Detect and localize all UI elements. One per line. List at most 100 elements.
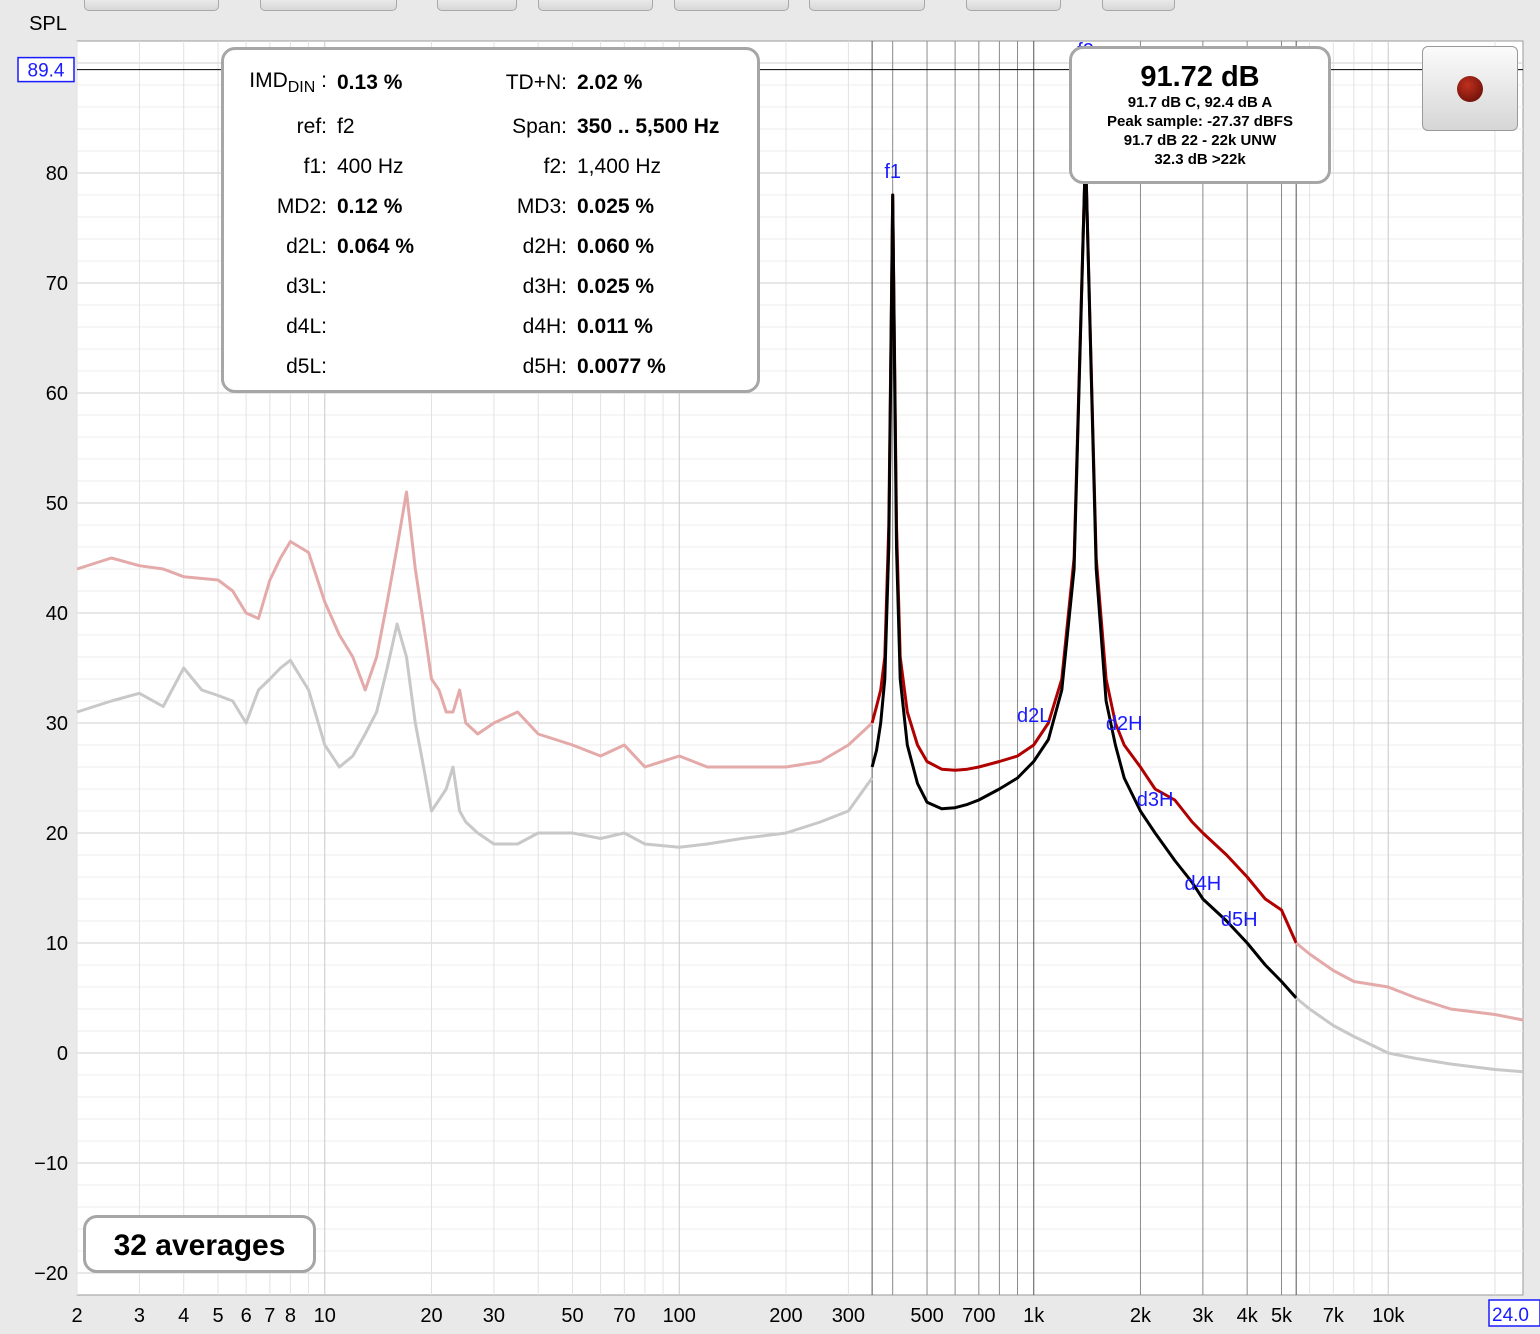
f2-label: f2: [543,155,567,178]
x-tick-label: 4 [178,1305,189,1327]
ref-label: ref: [296,115,327,138]
toolbar-button-2[interactable] [260,0,397,11]
toolbar-button-3[interactable] [437,0,517,11]
f1-value: 400 Hz [337,155,404,178]
y-marker-box[interactable]: 89.4 [17,56,75,83]
marker-label-d5h: d5H [1221,909,1258,931]
x-tick-label: 20 [420,1305,442,1327]
level-above-22k-value: 32.3 dB >22k [1154,151,1246,168]
d2l-value: 0.064 % [337,235,415,258]
y-tick-label: 70 [46,273,68,295]
y-tick-label: 20 [46,823,68,845]
d4h-value: 0.011 % [577,315,653,338]
x-tick-label: 7 [264,1305,275,1327]
x-tick-label: 100 [663,1305,696,1327]
trace-line [870,149,1298,999]
ref-value: f2 [337,115,355,138]
peak-sample-value: Peak sample: -27.37 dBFS [1107,113,1293,130]
y-tick-label: 60 [46,383,68,405]
marker-label-d2l: d2L [1017,705,1050,727]
x-tick-label: 10k [1372,1305,1405,1327]
imd-din-value: 0.13 % [337,71,403,94]
x-tick-labels: 2 3 4 5 6 7 8 10 20 30 50 70 100 200 300 500 700 1k 2k 3k 4k… [71,1305,1405,1327]
x-tick-label: 3k [1192,1305,1214,1327]
x-tick-label: 300 [832,1305,865,1327]
d4h-label: d4H: [522,315,567,338]
y-axis-label: SPL [29,13,67,35]
imd-results-panel: IMDDIN : 0.13 % TD+N: 2.02 % ref: f2 Spa… [221,47,760,393]
toolbar-button-8[interactable] [1102,0,1175,11]
y-tick-labels: −20 −10 0 10 20 30 40 50 60 70 80 [34,163,68,1285]
averages-badge: 32 averages [83,1215,316,1273]
record-icon [1457,76,1483,102]
d2l-label: d2L: [286,235,327,258]
x-end-label: 24.0 [1492,1305,1529,1326]
y-tick-label: 80 [46,163,68,185]
x-tick-label: 50 [561,1305,583,1327]
d2h-label: d2H: [522,235,567,258]
x-tick-label: 5 [213,1305,224,1327]
marker-label-d4h: d4H [1185,873,1222,895]
f2-value: 1,400 Hz [577,155,662,178]
tdn-value: 2.02 % [577,71,643,94]
toolbar-button-1[interactable] [84,0,219,11]
md2-value: 0.12 % [337,195,403,218]
imd-din-label: IMDDIN : [249,69,327,97]
x-tick-label: 1k [1023,1305,1045,1327]
level-main-value: 91.72 dB [1140,61,1260,93]
x-tick-label: 10 [314,1305,336,1327]
y-tick-label: 40 [46,603,68,625]
y-tick-label: 0 [57,1043,68,1065]
f1-label: f1: [303,155,327,178]
span-label: Span: [512,115,567,138]
x-tick-label: 30 [483,1305,505,1327]
y-tick-label: 50 [46,493,68,515]
x-tick-label: 6 [241,1305,252,1327]
averages-label: 32 averages [113,1229,286,1262]
tdn-label: TD+N: [505,71,567,94]
span-value: 350 .. 5,500 Hz [577,115,720,138]
x-tick-label: 500 [910,1305,943,1327]
level-weighted-values: 91.7 dB C, 92.4 dB A [1127,94,1273,111]
toolbar-button-4[interactable] [538,0,653,11]
toolbar-button-6[interactable] [809,0,925,11]
toolbar-button-5[interactable] [674,0,789,11]
traces [76,149,1524,1074]
marker-label-d2h: d2H [1106,713,1143,735]
x-tick-label: 70 [613,1305,635,1327]
x-end-box[interactable]: 24.0 [1488,1299,1540,1327]
level-unweighted-value: 91.7 dB 22 - 22k UNW [1123,132,1277,149]
toolbar-button-7[interactable] [966,0,1061,11]
trace-line [76,490,874,769]
top-toolbar [0,0,1540,12]
marker-label-d3h: d3H [1137,789,1174,811]
d3l-label: d3L: [286,275,327,298]
d5h-value: 0.0077 % [577,355,666,378]
record-button[interactable] [1422,46,1518,131]
y-tick-label: 30 [46,713,68,735]
x-tick-label: 3 [134,1305,145,1327]
level-readout-panel: 91.72 dB 91.7 dB C, 92.4 dB A Peak sampl… [1069,46,1331,184]
y-marker-label: 89.4 [28,61,65,82]
x-tick-label: 2 [71,1305,82,1327]
grid [76,41,1523,1295]
md2-label: MD2: [276,195,327,218]
d2h-value: 0.060 % [577,235,655,258]
d4l-label: d4L: [286,315,327,338]
trace-line [1295,996,1524,1074]
x-tick-label: 5k [1271,1305,1293,1327]
marker-label-f1: f1 [884,161,901,183]
x-tick-label: 8 [285,1305,296,1327]
md3-value: 0.025 % [577,195,655,218]
y-tick-label: 10 [46,933,68,955]
trace-line [1295,941,1524,1022]
y-tick-label: −20 [34,1263,68,1285]
trace-line [76,622,874,849]
x-tick-label: 700 [962,1305,995,1327]
x-tick-label: 4k [1237,1305,1259,1327]
d3h-label: d3H: [522,275,567,298]
x-tick-label: 7k [1323,1305,1345,1327]
d3h-value: 0.025 % [577,275,655,298]
d5h-label: d5H: [522,355,567,378]
md3-label: MD3: [516,195,567,218]
